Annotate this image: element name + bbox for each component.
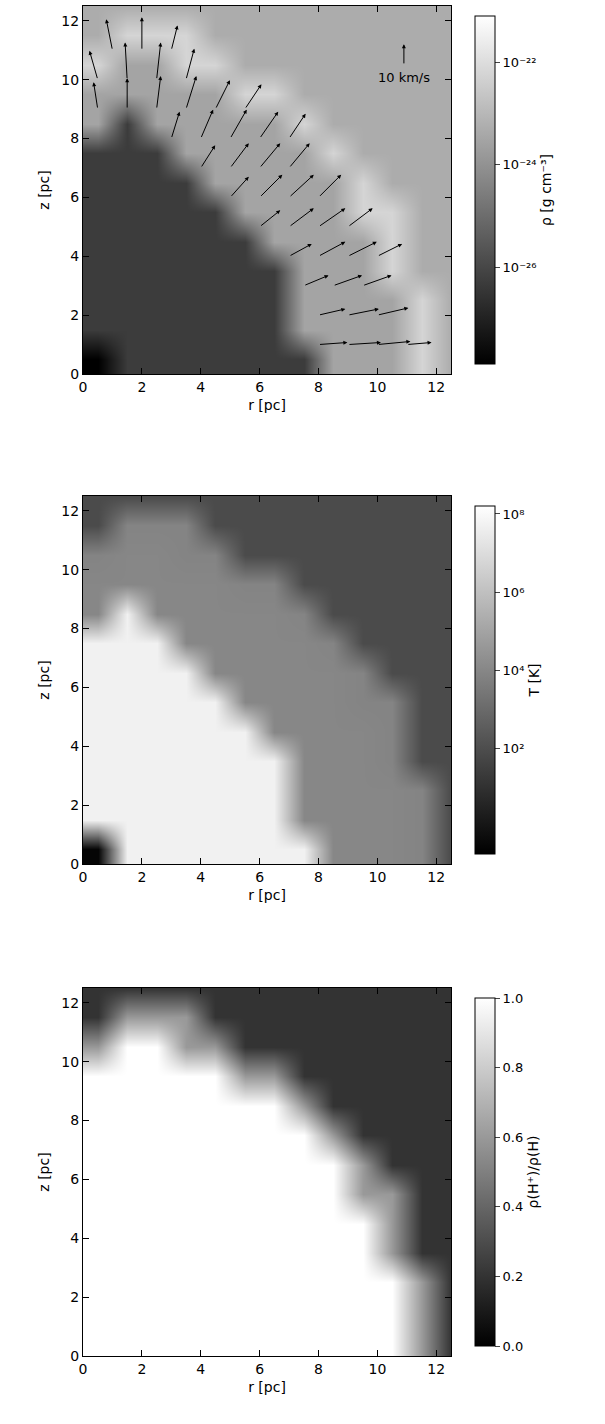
svg-text:6: 6 (70, 189, 79, 205)
svg-text:4: 4 (70, 738, 79, 754)
svg-text:2: 2 (70, 307, 79, 323)
svg-text:8: 8 (70, 620, 79, 636)
svg-text:6: 6 (255, 379, 264, 395)
svg-text:0: 0 (70, 856, 79, 872)
svg-text:8: 8 (70, 1112, 79, 1128)
svg-text:2: 2 (137, 379, 146, 395)
svg-text:10⁻²⁶: 10⁻²⁶ (503, 260, 537, 275)
svg-text:6: 6 (70, 1171, 79, 1187)
svg-text:12: 12 (61, 995, 79, 1011)
svg-text:10⁶: 10⁶ (503, 585, 525, 600)
svg-text:0.8: 0.8 (503, 1060, 524, 1075)
svg-text:10: 10 (368, 1361, 386, 1377)
svg-text:8: 8 (70, 130, 79, 146)
svg-text:ρ(H⁺)/ρ(H): ρ(H⁺)/ρ(H) (525, 1136, 541, 1209)
svg-text:r [pc]: r [pc] (248, 397, 286, 413)
svg-text:4: 4 (196, 379, 205, 395)
svg-text:2: 2 (137, 869, 146, 885)
svg-text:10: 10 (368, 379, 386, 395)
svg-text:4: 4 (196, 869, 205, 885)
svg-text:10: 10 (61, 562, 79, 578)
svg-text:10: 10 (61, 1054, 79, 1070)
svg-text:1.0: 1.0 (503, 991, 524, 1006)
svg-text:10²: 10² (503, 741, 525, 756)
svg-text:8: 8 (314, 379, 323, 395)
svg-text:z [pc]: z [pc] (36, 1152, 52, 1191)
svg-text:6: 6 (70, 679, 79, 695)
svg-text:10⁻²⁴: 10⁻²⁴ (503, 157, 537, 172)
svg-text:0.4: 0.4 (503, 1199, 524, 1214)
svg-text:4: 4 (70, 1230, 79, 1246)
svg-text:12: 12 (427, 1361, 445, 1377)
svg-text:10: 10 (368, 869, 386, 885)
svg-text:12: 12 (427, 379, 445, 395)
svg-text:0: 0 (70, 366, 79, 382)
svg-text:0: 0 (79, 379, 88, 395)
svg-text:0: 0 (79, 1361, 88, 1377)
svg-text:4: 4 (196, 1361, 205, 1377)
svg-text:10: 10 (61, 72, 79, 88)
svg-text:12: 12 (61, 503, 79, 519)
svg-text:z [pc]: z [pc] (36, 660, 52, 699)
svg-text:2: 2 (137, 1361, 146, 1377)
svg-text:0: 0 (70, 1348, 79, 1364)
svg-text:8: 8 (314, 1361, 323, 1377)
svg-text:r [pc]: r [pc] (248, 887, 286, 903)
svg-text:10 km/s: 10 km/s (378, 70, 430, 85)
svg-text:6: 6 (255, 869, 264, 885)
svg-text:z [pc]: z [pc] (36, 170, 52, 209)
svg-text:12: 12 (427, 869, 445, 885)
svg-text:10⁻²²: 10⁻²² (503, 55, 537, 70)
svg-text:0.2: 0.2 (503, 1269, 524, 1284)
svg-text:0: 0 (79, 869, 88, 885)
svg-text:ρ [g cm⁻³]: ρ [g cm⁻³] (538, 154, 554, 226)
svg-text:6: 6 (255, 1361, 264, 1377)
svg-text:10⁴: 10⁴ (503, 663, 525, 678)
svg-text:12: 12 (61, 13, 79, 29)
svg-text:4: 4 (70, 248, 79, 264)
svg-text:10⁸: 10⁸ (503, 507, 525, 522)
svg-text:r [pc]: r [pc] (248, 1379, 286, 1395)
svg-text:8: 8 (314, 869, 323, 885)
svg-text:2: 2 (70, 797, 79, 813)
svg-text:0.0: 0.0 (503, 1339, 524, 1354)
svg-text:2: 2 (70, 1289, 79, 1305)
svg-text:0.6: 0.6 (503, 1130, 524, 1145)
svg-text:T [K]: T [K] (526, 663, 542, 697)
